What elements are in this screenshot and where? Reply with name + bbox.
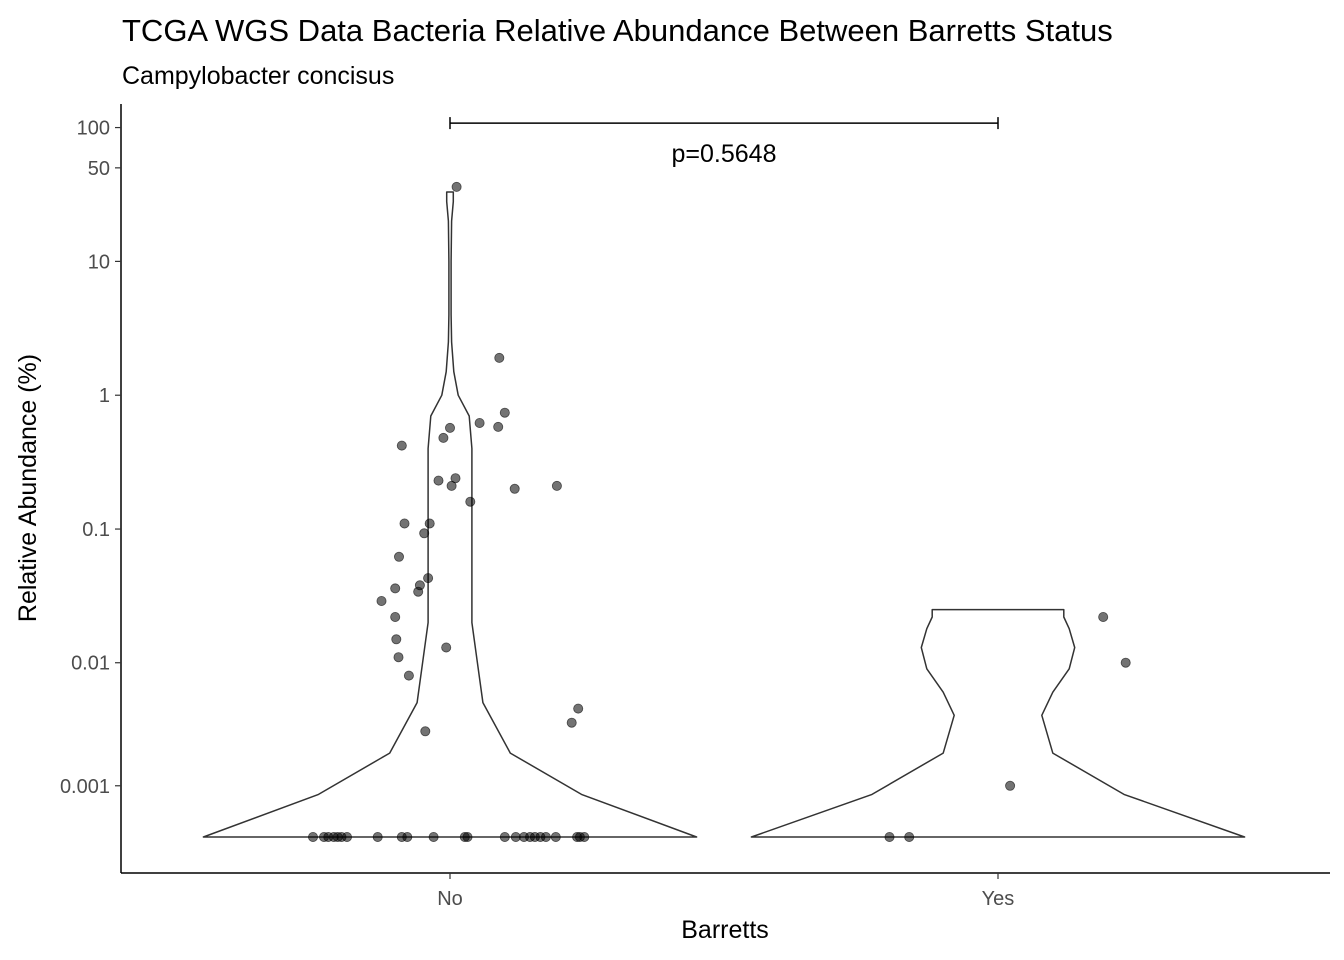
data-point bbox=[551, 480, 562, 491]
data-point bbox=[393, 652, 404, 663]
data-point bbox=[493, 421, 504, 432]
chart-title: TCGA WGS Data Bacteria Relative Abundanc… bbox=[122, 13, 1113, 48]
data-point bbox=[376, 596, 387, 607]
data-point bbox=[573, 703, 584, 714]
data-point bbox=[420, 726, 431, 737]
y-tick-label: 10 bbox=[88, 251, 110, 273]
data-point bbox=[441, 642, 452, 653]
data-point bbox=[433, 475, 444, 486]
p-value-label: p=0.5648 bbox=[672, 140, 777, 168]
data-point bbox=[1005, 780, 1016, 791]
data-point bbox=[451, 181, 462, 192]
y-tick-label: 0.01 bbox=[71, 653, 110, 675]
data-point bbox=[499, 832, 510, 843]
data-point bbox=[391, 634, 402, 645]
data-point bbox=[465, 496, 476, 507]
data-point bbox=[423, 573, 434, 584]
data-point bbox=[1098, 612, 1109, 623]
data-point bbox=[419, 528, 430, 539]
significance-annotation: p=0.5648 bbox=[449, 117, 999, 168]
x-axis-ticks: No Yes bbox=[437, 873, 1014, 910]
data-point bbox=[462, 832, 473, 843]
data-point bbox=[540, 832, 551, 843]
violins bbox=[202, 191, 1246, 838]
data-point bbox=[904, 832, 915, 843]
data-point bbox=[414, 580, 425, 591]
y-axis-ticks: 0.001 0.01 0.1 1 10 50 100 bbox=[60, 118, 121, 798]
data-point bbox=[393, 551, 404, 562]
chart-subtitle: Campylobacter concisus bbox=[122, 62, 394, 90]
data-point bbox=[390, 612, 401, 623]
data-point bbox=[402, 832, 413, 843]
data-point bbox=[444, 422, 455, 433]
data-point bbox=[509, 483, 520, 494]
violin-no bbox=[202, 191, 698, 838]
violin-yes bbox=[750, 608, 1246, 838]
data-point bbox=[428, 832, 439, 843]
x-axis-title: Barretts bbox=[681, 916, 769, 944]
data-point bbox=[566, 717, 577, 728]
data-point bbox=[372, 832, 383, 843]
y-tick-label: 1 bbox=[99, 385, 110, 407]
data-point bbox=[424, 518, 435, 529]
x-tick-label: No bbox=[437, 888, 463, 910]
data-point bbox=[550, 832, 561, 843]
data-point bbox=[494, 352, 505, 363]
data-point bbox=[579, 832, 590, 843]
y-tick-label: 50 bbox=[88, 158, 110, 180]
data-point bbox=[884, 832, 895, 843]
y-tick-label: 100 bbox=[77, 118, 110, 140]
data-point bbox=[450, 473, 461, 484]
data-point bbox=[1120, 657, 1131, 668]
data-point bbox=[396, 440, 407, 451]
data-point bbox=[390, 583, 401, 594]
data-point bbox=[438, 432, 449, 443]
x-tick-label: Yes bbox=[982, 888, 1015, 910]
data-point bbox=[341, 832, 352, 843]
y-tick-label: 0.001 bbox=[60, 776, 110, 798]
data-point bbox=[399, 518, 410, 529]
data-point bbox=[307, 832, 318, 843]
data-point bbox=[403, 670, 414, 681]
points bbox=[307, 181, 1131, 843]
data-point bbox=[474, 417, 485, 428]
data-point bbox=[499, 407, 510, 418]
y-axis-title: Relative Abundance (%) bbox=[14, 354, 42, 622]
y-tick-label: 0.1 bbox=[82, 519, 110, 541]
